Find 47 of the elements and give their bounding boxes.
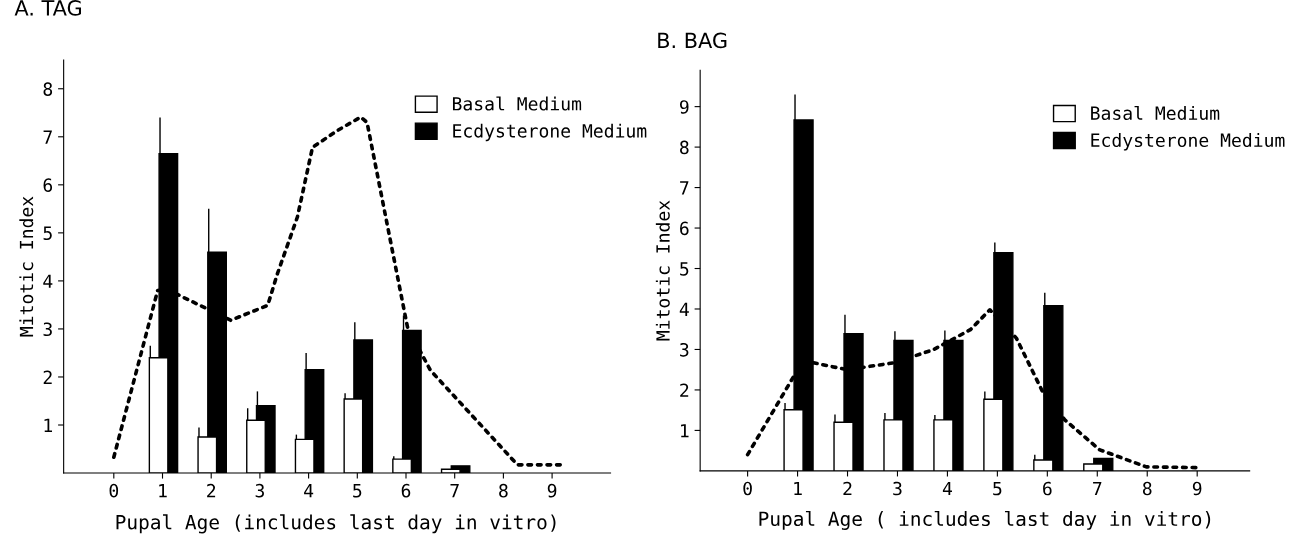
x-tick-label: 2: [843, 481, 852, 496]
x-tick-label: 9: [547, 483, 557, 498]
y-tick-label: 3: [680, 342, 689, 357]
y-tick-label: 1: [44, 418, 53, 432]
x-tick-label: 8: [499, 483, 508, 498]
x-tick-label: 5: [353, 484, 362, 498]
x-tick-label: 5: [993, 481, 1002, 496]
x-tick-label: 6: [401, 483, 411, 498]
y-axis-title: Mitotic Index: [19, 196, 34, 337]
y-tick-label: 7: [43, 130, 52, 144]
legend-label: Ecdysterone Medium: [453, 123, 647, 142]
x-tick-label: 1: [794, 481, 802, 496]
legend-label: Basal Medium: [1091, 105, 1220, 120]
x-tick-label: 0: [109, 483, 119, 498]
x-tick-label: 3: [893, 481, 902, 496]
x-tick-label: 3: [255, 483, 264, 498]
y-tick-label: 9: [679, 100, 689, 114]
legend-label: Ecdysterone Medium: [1091, 133, 1285, 151]
x-tick-label: 1: [159, 484, 167, 498]
x-tick-label: 4: [304, 484, 314, 498]
y-tick-label: 2: [43, 370, 52, 384]
chart-title: A. TAG: [14, 0, 81, 16]
y-tick-label: 6: [680, 221, 689, 236]
legend-label: Basal Medium: [452, 96, 582, 111]
y-axis-title: Mitotic Index: [655, 200, 670, 341]
x-axis-title: Pupal Age ( includes last day in vitro): [759, 510, 1211, 530]
x-tick-label: 7: [1093, 481, 1102, 496]
y-tick-label: 2: [680, 383, 689, 397]
y-tick-label: 4: [43, 274, 53, 288]
y-tick-label: 8: [680, 140, 689, 155]
y-tick-label: 3: [43, 322, 52, 337]
x-tick-label: 7: [450, 484, 459, 498]
y-tick-label: 1: [681, 424, 689, 438]
x-tick-label: 9: [1192, 481, 1202, 496]
y-tick-label: 4: [679, 302, 689, 316]
y-tick-label: 5: [43, 226, 52, 241]
x-axis-title: Pupal Age (includes last day in vitro): [116, 514, 556, 534]
y-tick-label: 7: [680, 181, 689, 195]
y-tick-label: 5: [680, 262, 689, 276]
x-tick-label: 0: [743, 481, 752, 496]
x-tick-label: 2: [207, 483, 216, 498]
x-tick-label: 6: [1043, 481, 1052, 496]
x-tick-label: 4: [942, 481, 952, 496]
chart-title: B. BAG: [658, 32, 727, 49]
y-tick-label: 6: [43, 178, 53, 192]
y-tick-label: 8: [43, 82, 53, 96]
x-tick-label: 8: [1142, 481, 1152, 496]
